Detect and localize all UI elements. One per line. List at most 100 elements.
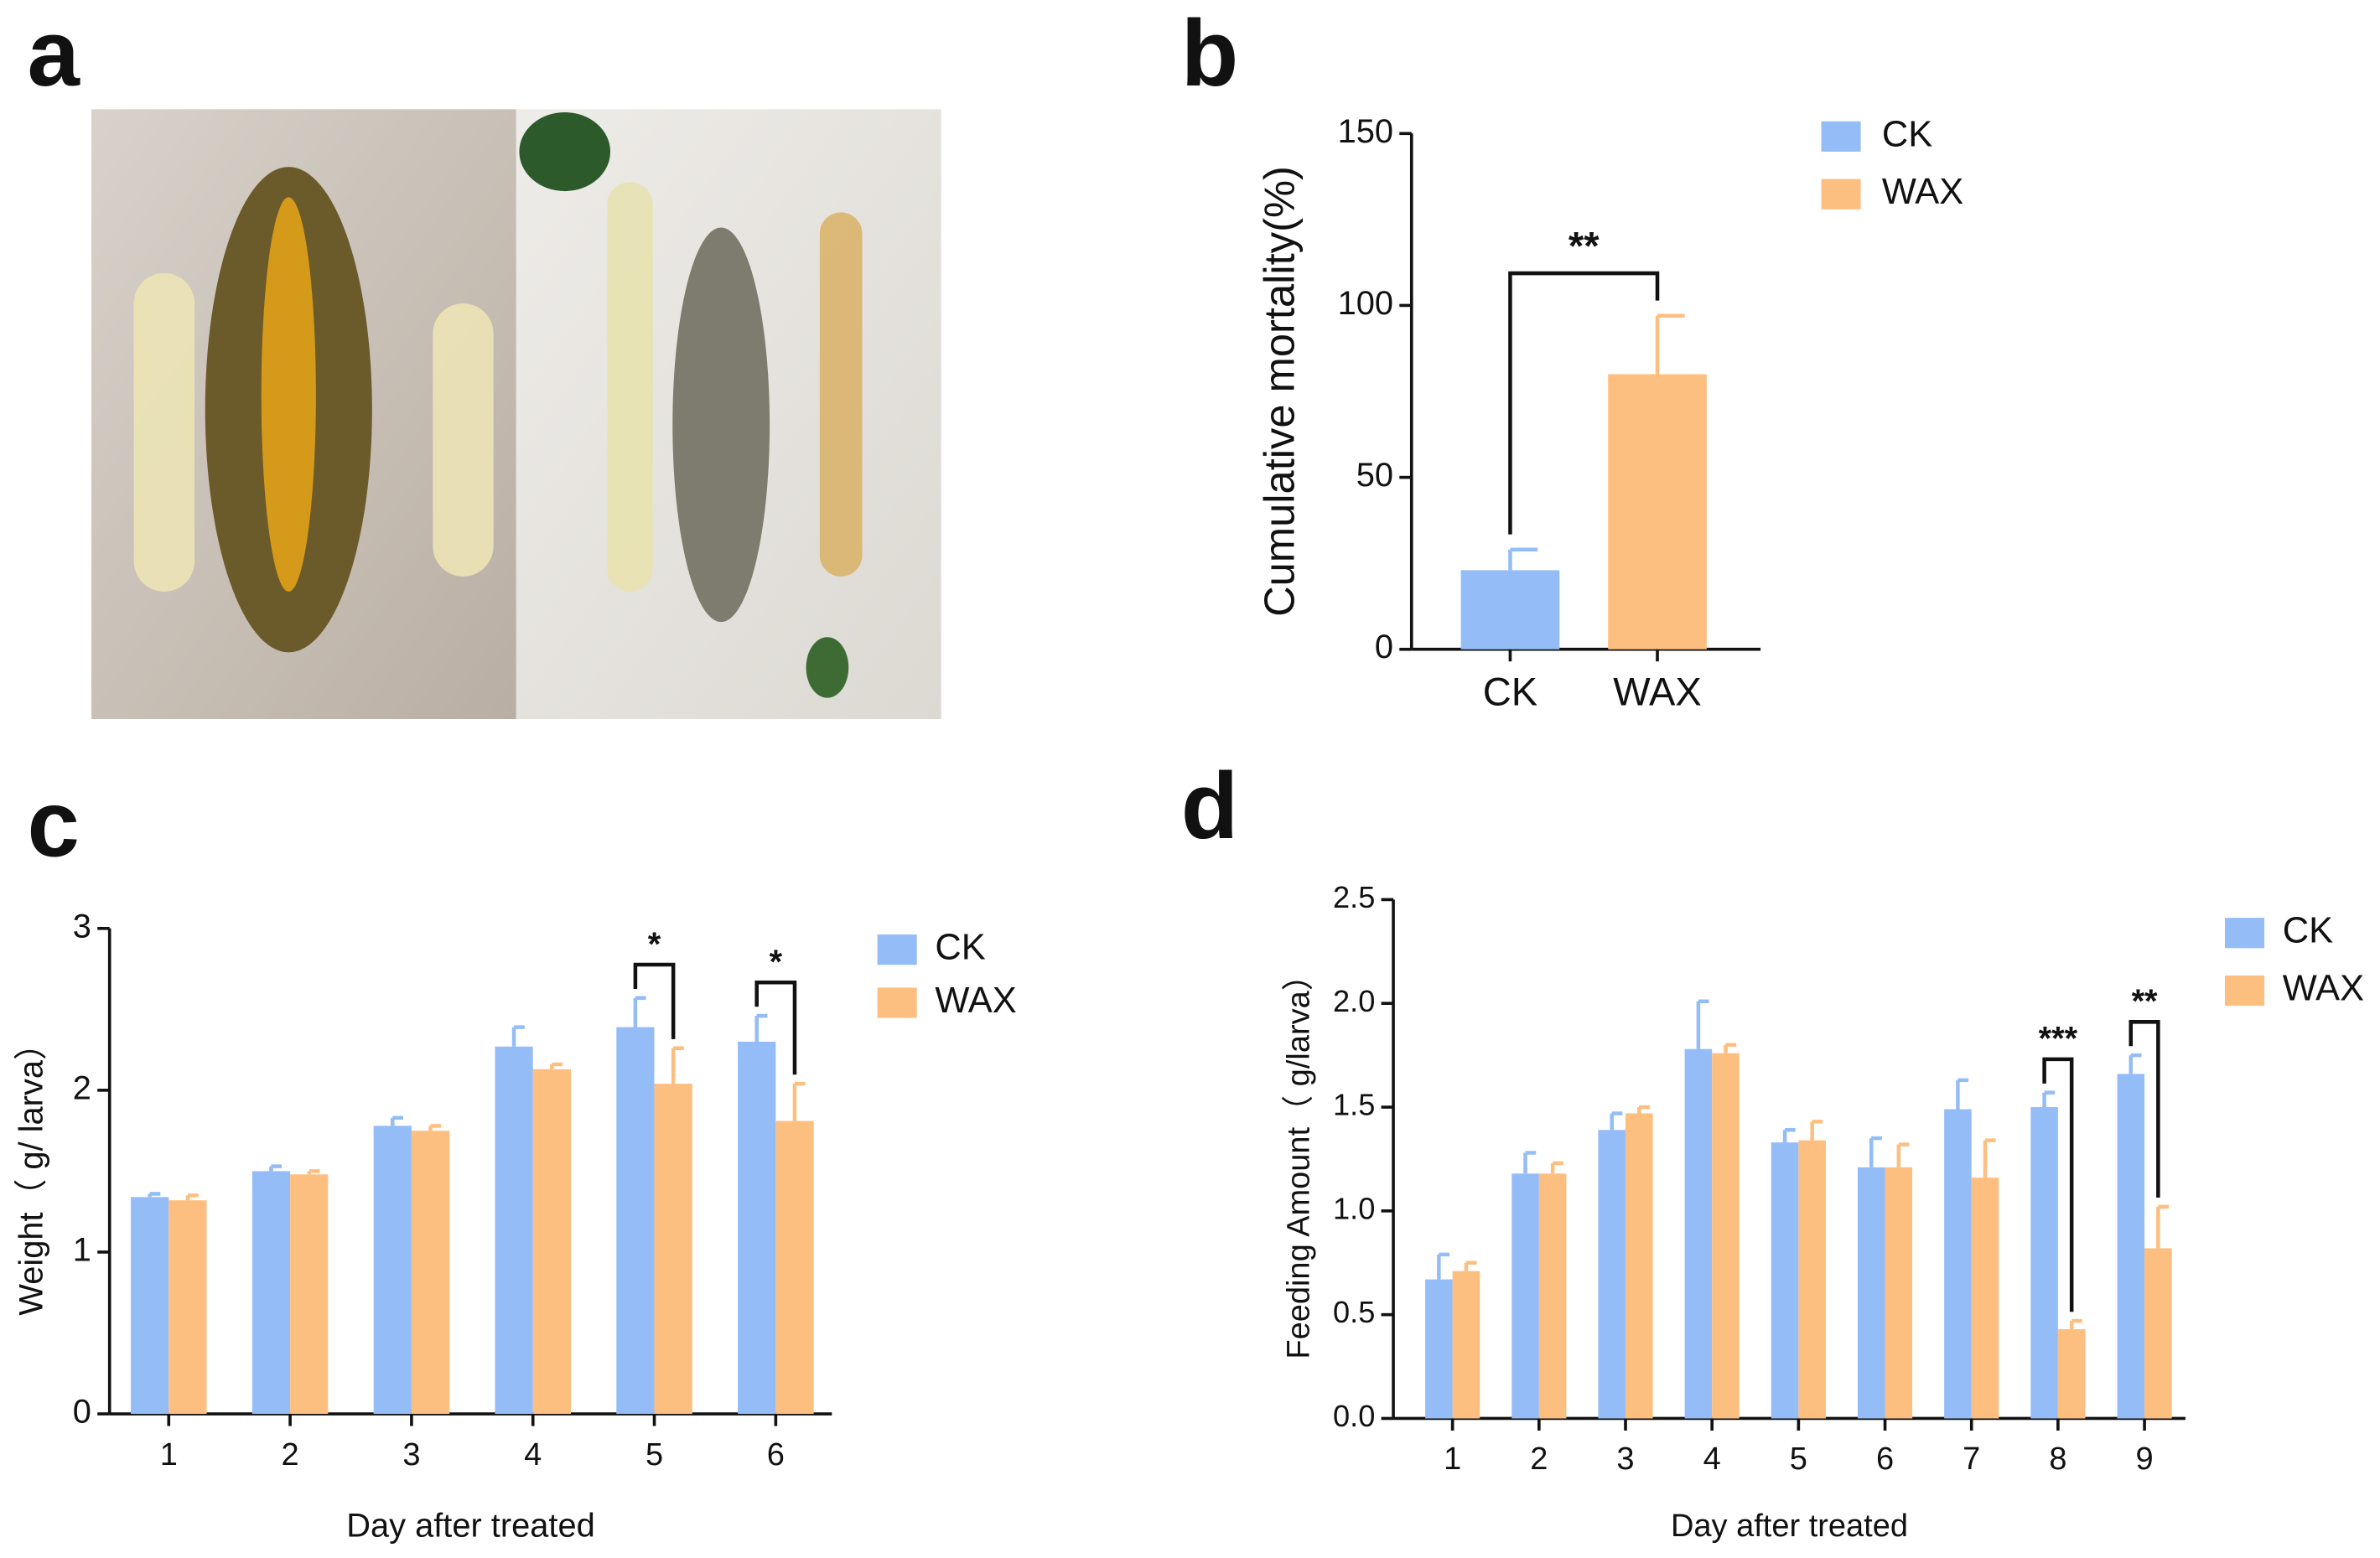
x-tick-label: 2	[1530, 1442, 1548, 1477]
bar	[1684, 1048, 1713, 1419]
bar	[616, 1027, 655, 1415]
legend-label: WAX	[1882, 172, 1963, 212]
error-bar	[1782, 1128, 1796, 1143]
error-bar	[754, 1013, 768, 1042]
x-tick-label: 3	[1616, 1442, 1634, 1477]
error-bar	[1437, 1252, 1450, 1280]
y-axis-title: Cumulative mortality(%)	[1255, 166, 1303, 617]
error-bar	[792, 1081, 806, 1121]
x-tick-label: 4	[524, 1437, 542, 1473]
x-axis-title: Day after treated	[346, 1507, 595, 1544]
x-tick-label: 6	[1876, 1442, 1894, 1477]
y-tick-label: 150	[1338, 113, 1393, 150]
significance-label: ***	[2039, 1021, 2078, 1058]
error-bar	[269, 1164, 283, 1172]
x-tick-label: 4	[1703, 1442, 1721, 1477]
error-bar	[671, 1046, 684, 1084]
legend-swatch	[877, 934, 917, 965]
bar	[1598, 1130, 1626, 1419]
x-tick-label: 8	[2049, 1442, 2066, 1477]
y-tick-label: 2.5	[1333, 880, 1375, 914]
significance-bracket	[754, 980, 797, 1075]
significance-bracket	[2042, 1057, 2074, 1312]
legend-label: CK	[2283, 911, 2333, 951]
bar	[1885, 1167, 1913, 1419]
error-bar	[1983, 1138, 1996, 1178]
bar	[2030, 1107, 2058, 1419]
y-tick-label: 50	[1356, 457, 1393, 494]
x-tick-label: 3	[402, 1437, 420, 1473]
bar	[251, 1171, 291, 1415]
x-tick-label: 7	[1963, 1442, 1980, 1477]
x-tick-label: CK	[1483, 669, 1537, 713]
significance-bracket	[633, 962, 676, 1039]
significance-label: **	[2132, 983, 2158, 1020]
error-bar	[1655, 313, 1685, 375]
x-tick-label: 5	[1790, 1442, 1807, 1477]
bar	[1857, 1167, 1885, 1419]
y-axis-title: Feeding Amount（ g/larva）	[1282, 959, 1317, 1359]
bar	[654, 1084, 692, 1415]
legend-swatch	[877, 987, 917, 1018]
panel-label: d	[1181, 753, 1239, 858]
error-bar	[185, 1193, 199, 1201]
panel-label: c	[28, 771, 80, 877]
legend-swatch	[2225, 918, 2265, 949]
error-bar	[148, 1192, 161, 1198]
bar	[775, 1121, 814, 1415]
significance-label: *	[770, 944, 783, 981]
bar	[1971, 1178, 1999, 1419]
y-tick-label: 1.0	[1333, 1191, 1375, 1225]
y-tick-label: 1	[73, 1231, 91, 1268]
y-tick-label: 0	[1375, 629, 1393, 665]
error-bar	[2129, 1053, 2142, 1074]
bar	[532, 1069, 571, 1415]
error-bar	[1696, 999, 1709, 1049]
bar	[1538, 1173, 1567, 1419]
y-tick-label: 2	[73, 1069, 91, 1106]
error-bar	[633, 996, 646, 1027]
bar	[169, 1200, 207, 1415]
error-bar	[1610, 1111, 1623, 1131]
legend-swatch	[1821, 121, 1861, 153]
legend-swatch	[1821, 179, 1861, 210]
error-bar	[1956, 1078, 1969, 1110]
y-tick-label: 0.5	[1333, 1295, 1375, 1329]
error-bar	[2156, 1204, 2170, 1249]
bar	[373, 1126, 412, 1415]
error-bar	[2069, 1318, 2082, 1329]
error-bar	[1550, 1161, 1563, 1174]
legend-label: CK	[1882, 114, 1932, 154]
bar	[1452, 1271, 1480, 1419]
bar	[495, 1046, 533, 1415]
x-tick-label: 2	[282, 1437, 299, 1473]
bar	[2117, 1074, 2145, 1419]
y-tick-label: 100	[1338, 285, 1393, 322]
y-tick-label: 0.0	[1333, 1399, 1375, 1433]
bar	[1425, 1279, 1453, 1419]
error-bar	[1637, 1105, 1650, 1114]
significance-bracket	[1508, 271, 1660, 535]
x-tick-label: 1	[160, 1437, 178, 1473]
bar	[1626, 1113, 1653, 1419]
error-bar	[2042, 1090, 2056, 1108]
y-tick-label: 2.0	[1333, 984, 1375, 1018]
significance-label: *	[648, 926, 661, 963]
bar	[2057, 1328, 2086, 1419]
legend-label: WAX	[935, 981, 1016, 1021]
bar	[738, 1041, 776, 1415]
error-bar	[1869, 1136, 1882, 1167]
error-bar	[511, 1025, 525, 1047]
error-bar	[1896, 1142, 1910, 1167]
y-tick-label: 1.5	[1333, 1088, 1375, 1122]
panel-label: a	[28, 0, 81, 106]
x-tick-label: 5	[646, 1437, 663, 1473]
error-bar	[428, 1124, 442, 1131]
bar	[1798, 1140, 1826, 1419]
panel-label: b	[1181, 0, 1239, 106]
y-axis-title: Weight（ g/ larva）	[13, 1027, 50, 1315]
error-bar	[1464, 1260, 1477, 1271]
error-bar	[1523, 1151, 1537, 1174]
